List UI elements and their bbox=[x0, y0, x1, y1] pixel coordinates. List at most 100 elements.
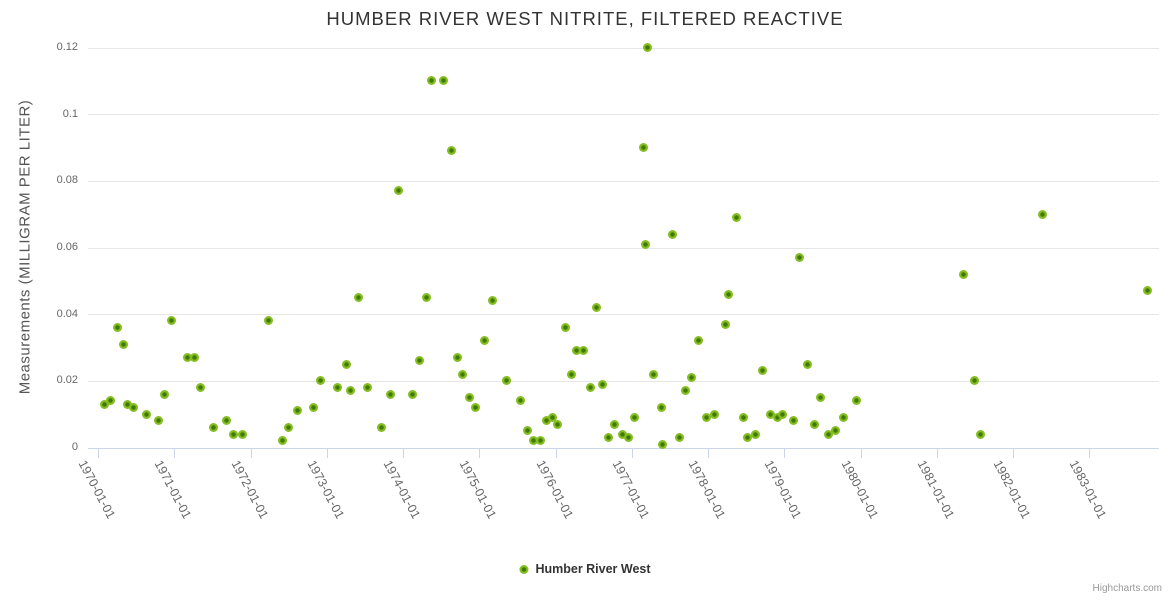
data-point[interactable] bbox=[969, 376, 979, 386]
data-point[interactable] bbox=[657, 439, 667, 449]
data-point[interactable] bbox=[694, 336, 704, 346]
data-point[interactable] bbox=[630, 413, 640, 422]
data-point[interactable] bbox=[316, 376, 326, 386]
data-point[interactable] bbox=[648, 369, 658, 379]
data-point[interactable] bbox=[667, 229, 677, 239]
data-point[interactable] bbox=[656, 403, 666, 412]
data-point[interactable] bbox=[342, 359, 352, 369]
data-point[interactable] bbox=[183, 353, 193, 362]
data-point[interactable] bbox=[852, 396, 862, 406]
data-point[interactable] bbox=[446, 146, 456, 156]
data-point[interactable] bbox=[208, 423, 218, 432]
data-point[interactable] bbox=[709, 409, 719, 419]
data-point[interactable] bbox=[293, 406, 303, 416]
data-point[interactable] bbox=[123, 399, 133, 409]
data-point[interactable] bbox=[795, 253, 804, 262]
data-point[interactable] bbox=[363, 383, 373, 392]
data-point[interactable] bbox=[438, 76, 448, 86]
data-point[interactable] bbox=[153, 416, 163, 426]
data-point[interactable] bbox=[618, 429, 628, 439]
data-point[interactable] bbox=[415, 356, 425, 366]
data-point[interactable] bbox=[732, 213, 742, 222]
data-point[interactable] bbox=[743, 433, 753, 442]
data-point[interactable] bbox=[816, 393, 826, 402]
data-point[interactable] bbox=[757, 366, 767, 376]
data-point[interactable] bbox=[129, 403, 139, 412]
data-point[interactable] bbox=[680, 386, 690, 396]
data-point[interactable] bbox=[332, 383, 342, 392]
data-point[interactable] bbox=[567, 369, 576, 379]
data-point[interactable] bbox=[480, 336, 490, 346]
data-point[interactable] bbox=[99, 399, 109, 409]
data-point[interactable] bbox=[195, 383, 205, 392]
data-point[interactable] bbox=[535, 436, 545, 446]
data-point[interactable] bbox=[772, 413, 782, 422]
data-point[interactable] bbox=[687, 373, 697, 382]
legend-item[interactable]: Humber River West bbox=[519, 562, 651, 576]
data-point[interactable] bbox=[610, 419, 620, 429]
data-point[interactable] bbox=[222, 416, 232, 426]
data-point[interactable] bbox=[701, 413, 711, 422]
data-point[interactable] bbox=[541, 416, 551, 426]
data-point[interactable] bbox=[393, 186, 403, 196]
data-point[interactable] bbox=[278, 436, 288, 446]
data-point[interactable] bbox=[167, 316, 177, 326]
data-point[interactable] bbox=[470, 403, 480, 412]
data-point[interactable] bbox=[788, 416, 798, 426]
data-point[interactable] bbox=[642, 43, 652, 52]
data-point[interactable] bbox=[624, 433, 634, 442]
data-point[interactable] bbox=[354, 293, 364, 302]
data-point[interactable] bbox=[237, 429, 247, 439]
data-point[interactable] bbox=[604, 433, 614, 442]
highcharts-credits-link[interactable]: Highcharts.com bbox=[1092, 583, 1162, 594]
data-point[interactable] bbox=[975, 429, 985, 439]
data-point[interactable] bbox=[547, 413, 557, 422]
data-point[interactable] bbox=[528, 436, 538, 446]
data-point[interactable] bbox=[407, 389, 417, 399]
data-point[interactable] bbox=[113, 323, 123, 332]
data-point[interactable] bbox=[830, 426, 840, 436]
data-point[interactable] bbox=[592, 303, 602, 312]
data-point[interactable] bbox=[422, 293, 432, 302]
data-point[interactable] bbox=[553, 419, 563, 429]
data-point[interactable] bbox=[766, 409, 776, 419]
data-point[interactable] bbox=[597, 379, 607, 389]
data-point[interactable] bbox=[264, 316, 274, 326]
data-point[interactable] bbox=[229, 429, 239, 439]
data-point[interactable] bbox=[778, 409, 788, 419]
data-point[interactable] bbox=[810, 419, 820, 429]
data-point[interactable] bbox=[640, 239, 650, 249]
data-point[interactable] bbox=[803, 359, 813, 369]
data-point[interactable] bbox=[839, 413, 849, 422]
data-point[interactable] bbox=[345, 386, 355, 396]
data-point[interactable] bbox=[502, 376, 512, 386]
data-point[interactable] bbox=[427, 76, 437, 86]
data-point[interactable] bbox=[105, 396, 115, 406]
data-point[interactable] bbox=[452, 353, 462, 362]
data-point[interactable] bbox=[750, 429, 760, 439]
data-point[interactable] bbox=[284, 423, 294, 432]
data-point[interactable] bbox=[638, 143, 648, 152]
data-point[interactable] bbox=[823, 429, 833, 439]
data-point[interactable] bbox=[159, 389, 169, 399]
data-point[interactable] bbox=[515, 396, 525, 406]
data-point[interactable] bbox=[464, 393, 474, 402]
data-point[interactable] bbox=[118, 339, 128, 349]
data-point[interactable] bbox=[457, 369, 467, 379]
data-point[interactable] bbox=[721, 319, 731, 329]
data-point[interactable] bbox=[1038, 209, 1048, 219]
data-point[interactable] bbox=[724, 289, 734, 299]
data-point[interactable] bbox=[189, 353, 199, 362]
data-point[interactable] bbox=[522, 426, 532, 436]
data-point[interactable] bbox=[739, 413, 749, 422]
data-point[interactable] bbox=[1143, 286, 1153, 296]
data-point[interactable] bbox=[377, 423, 387, 432]
data-point[interactable] bbox=[386, 389, 396, 399]
data-point[interactable] bbox=[142, 409, 152, 419]
data-point[interactable] bbox=[674, 433, 684, 442]
data-point[interactable] bbox=[487, 296, 497, 306]
data-point[interactable] bbox=[308, 403, 318, 412]
data-point[interactable] bbox=[586, 383, 596, 392]
data-point[interactable] bbox=[579, 346, 589, 356]
data-point[interactable] bbox=[560, 323, 570, 332]
